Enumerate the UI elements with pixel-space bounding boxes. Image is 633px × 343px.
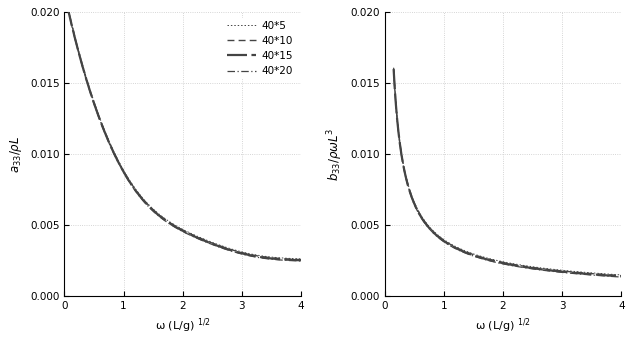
Y-axis label: $b_{33}/\rho\omega L^3$: $b_{33}/\rho\omega L^3$ [325, 127, 345, 181]
X-axis label: ω (L/g) $^{1/2}$: ω (L/g) $^{1/2}$ [155, 316, 211, 335]
X-axis label: ω (L/g) $^{1/2}$: ω (L/g) $^{1/2}$ [475, 316, 531, 335]
Legend: 40*5, 40*10, 40*15, 40*20: 40*5, 40*10, 40*15, 40*20 [223, 17, 296, 80]
Y-axis label: $a_{33}/\rho L$: $a_{33}/\rho L$ [8, 135, 24, 173]
